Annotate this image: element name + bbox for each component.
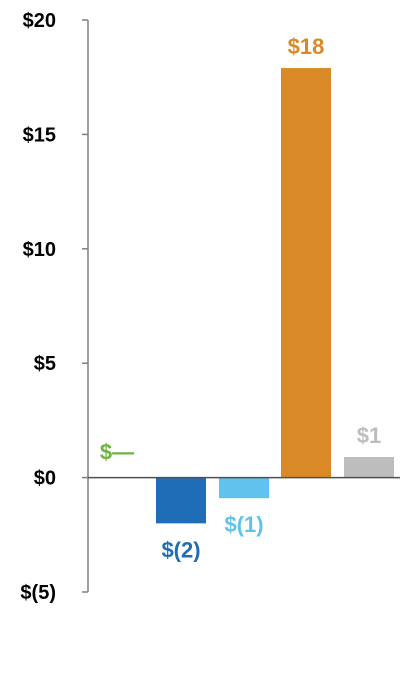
y-tick-label: $20	[23, 10, 56, 32]
y-tick-label: $(5)	[20, 582, 56, 604]
label-layer: $— $(2) $(1) $18 $1	[88, 34, 400, 562]
y-tick-label: $10	[23, 239, 56, 261]
bar-3	[281, 68, 331, 478]
bar-1	[156, 477, 206, 524]
bar-value-label: $(1)	[224, 512, 263, 537]
bar-value-label: $(2)	[161, 537, 200, 562]
bar-value-label: $18	[288, 34, 325, 59]
y-tick-label: $5	[34, 353, 56, 375]
y-tick-label: $0	[34, 468, 56, 490]
bar-value-label: $1	[357, 423, 381, 448]
bar-value-label: $—	[100, 440, 134, 465]
bar-4	[344, 457, 394, 478]
axis-layer: $20 $15 $10 $5 $0 $(5)	[20, 10, 89, 604]
y-tick-label: $15	[23, 124, 56, 146]
bar-2	[219, 477, 269, 499]
bar-layer	[156, 68, 394, 524]
